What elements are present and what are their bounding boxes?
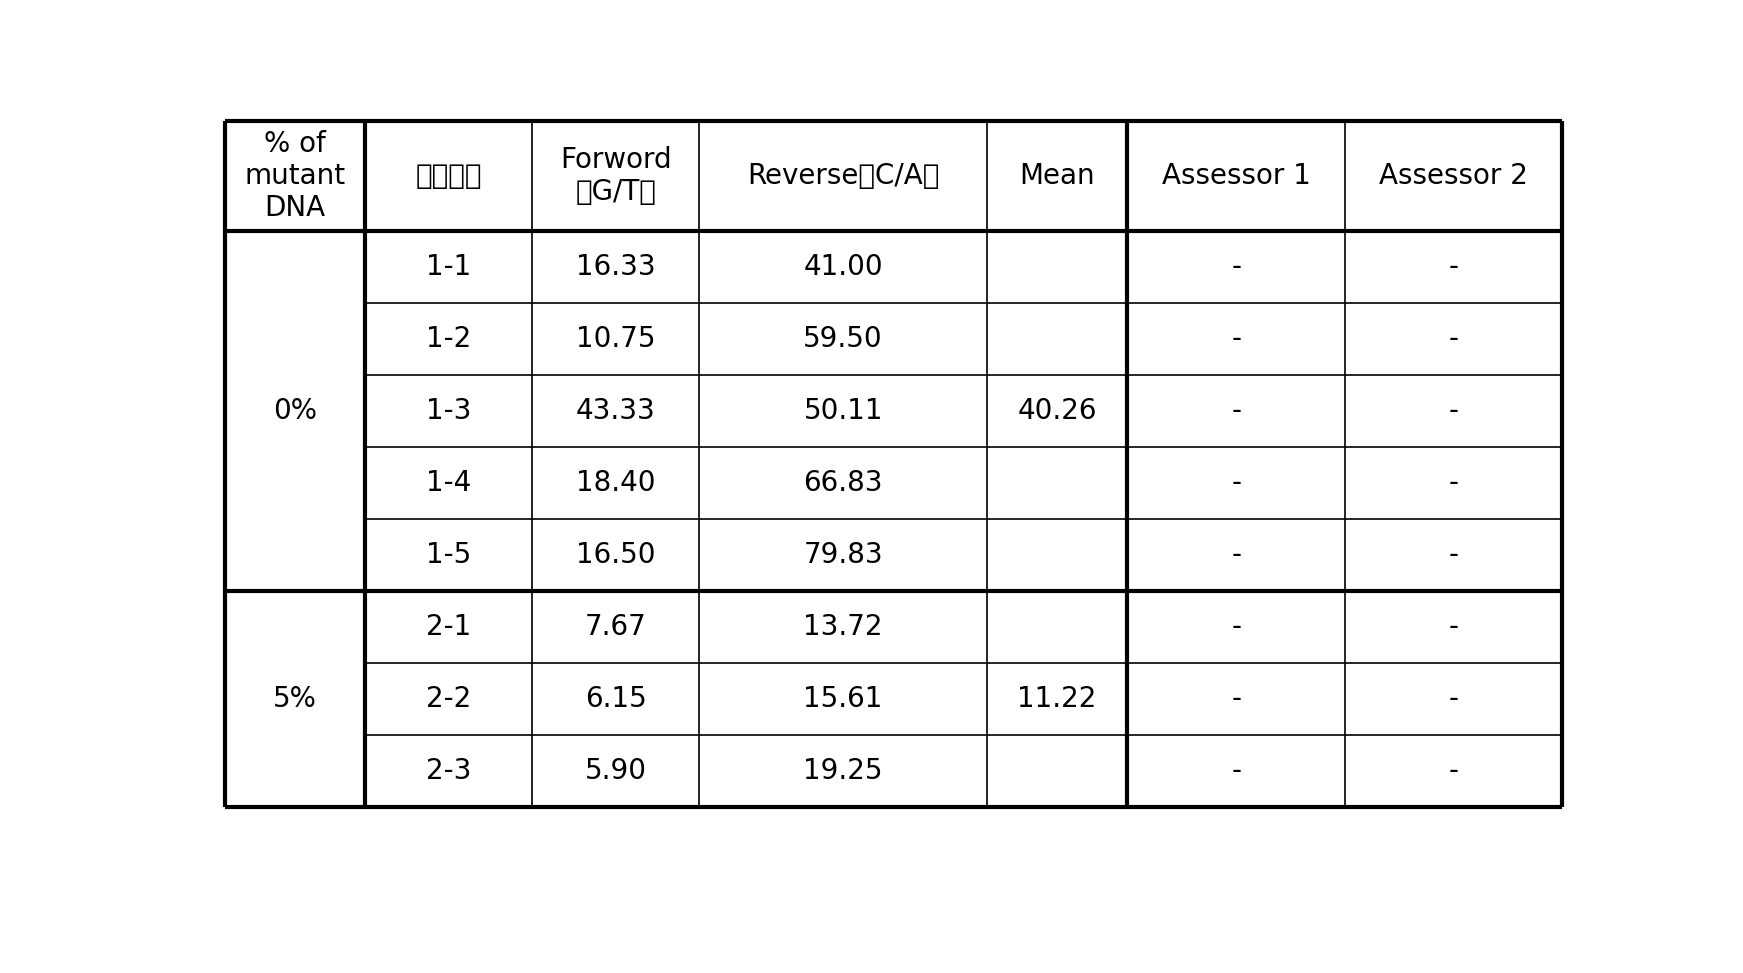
Text: 19.25: 19.25 [804,757,884,785]
Text: Forword
（G/T）: Forword （G/T） [560,146,671,206]
Text: Mean: Mean [1020,162,1095,190]
Text: 1-5: 1-5 [425,541,471,569]
Text: 2-1: 2-1 [425,613,471,641]
Text: 0%: 0% [274,397,317,425]
Text: 16.33: 16.33 [575,253,655,281]
Text: -: - [1231,613,1241,641]
Text: -: - [1448,469,1459,497]
Text: Assessor 1: Assessor 1 [1163,162,1311,190]
Text: 5%: 5% [274,685,317,713]
Text: 11.22: 11.22 [1018,685,1096,713]
Text: 1-3: 1-3 [425,397,471,425]
Text: -: - [1231,469,1241,497]
Text: % of
mutant
DNA: % of mutant DNA [244,129,345,223]
Text: -: - [1231,253,1241,281]
Text: -: - [1231,541,1241,569]
Text: 样品编号: 样品编号 [415,162,481,190]
Text: -: - [1448,325,1459,353]
Text: 41.00: 41.00 [804,253,884,281]
Text: -: - [1231,757,1241,785]
Text: 79.83: 79.83 [804,541,884,569]
Text: 2-2: 2-2 [425,685,471,713]
Text: -: - [1231,325,1241,353]
Text: 40.26: 40.26 [1018,397,1096,425]
Text: 5.90: 5.90 [586,757,647,785]
Text: -: - [1448,541,1459,569]
Text: Assessor 2: Assessor 2 [1379,162,1529,190]
Text: 1-2: 1-2 [425,325,471,353]
Text: 16.50: 16.50 [575,541,655,569]
Text: -: - [1448,397,1459,425]
Text: -: - [1231,685,1241,713]
Text: 66.83: 66.83 [804,469,884,497]
Text: -: - [1448,757,1459,785]
Text: 18.40: 18.40 [575,469,655,497]
Text: 1-4: 1-4 [425,469,471,497]
Text: 15.61: 15.61 [804,685,882,713]
Text: 43.33: 43.33 [575,397,655,425]
Text: 13.72: 13.72 [804,613,884,641]
Text: 6.15: 6.15 [586,685,647,713]
Text: 10.75: 10.75 [575,325,655,353]
Text: 59.50: 59.50 [804,325,884,353]
Text: 1-1: 1-1 [425,253,471,281]
Text: -: - [1231,397,1241,425]
Text: 7.67: 7.67 [586,613,647,641]
Text: Reverse（C/A）: Reverse（C/A） [748,162,939,190]
Text: -: - [1448,685,1459,713]
Text: 50.11: 50.11 [804,397,884,425]
Text: 2-3: 2-3 [425,757,471,785]
Text: -: - [1448,613,1459,641]
Text: -: - [1448,253,1459,281]
